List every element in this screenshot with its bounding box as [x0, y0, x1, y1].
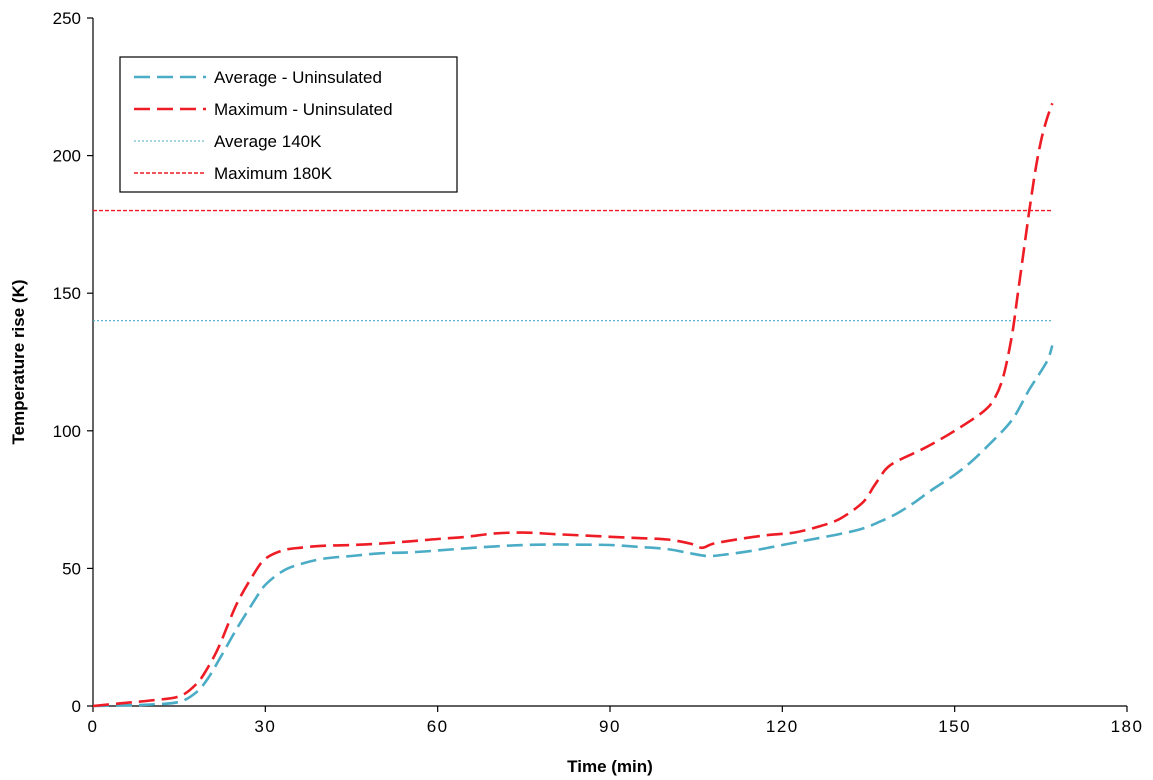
- x-axis-title: Time (min): [567, 757, 653, 776]
- x-tick-label: 120: [766, 717, 799, 736]
- series-layer: [92, 102, 1054, 708]
- x-tick-label: 60: [427, 717, 449, 736]
- series-line-0: [92, 345, 1054, 708]
- y-tick-label: 150: [53, 284, 81, 303]
- y-tick-label: 0: [72, 697, 81, 716]
- y-tick-label: 100: [53, 422, 81, 441]
- x-tick-label: 180: [1111, 717, 1144, 736]
- legend-label-3: Maximum 180K: [214, 164, 333, 183]
- axes: 0 30 60 90 120 150 180 0 50 100 150 200 250: [53, 9, 1144, 736]
- y-tick-label: 250: [53, 9, 81, 28]
- legend-label-2: Average 140K: [214, 132, 322, 151]
- legend-label-0: Average - Uninsulated: [214, 68, 382, 87]
- legend: Average - Uninsulated Maximum - Uninsulat…: [119, 56, 458, 193]
- x-tick-label: 90: [599, 717, 621, 736]
- legend-box: [119, 56, 458, 193]
- x-tick-label: 150: [938, 717, 971, 736]
- y-tick-label: 200: [53, 147, 81, 166]
- y-axis-title: Temperature rise (K): [9, 279, 28, 444]
- x-tick-label: 30: [254, 717, 276, 736]
- series-line-1: [92, 102, 1054, 708]
- x-tick-label: 0: [88, 717, 99, 736]
- y-tick-label: 50: [62, 559, 81, 578]
- legend-label-1: Maximum - Uninsulated: [214, 100, 393, 119]
